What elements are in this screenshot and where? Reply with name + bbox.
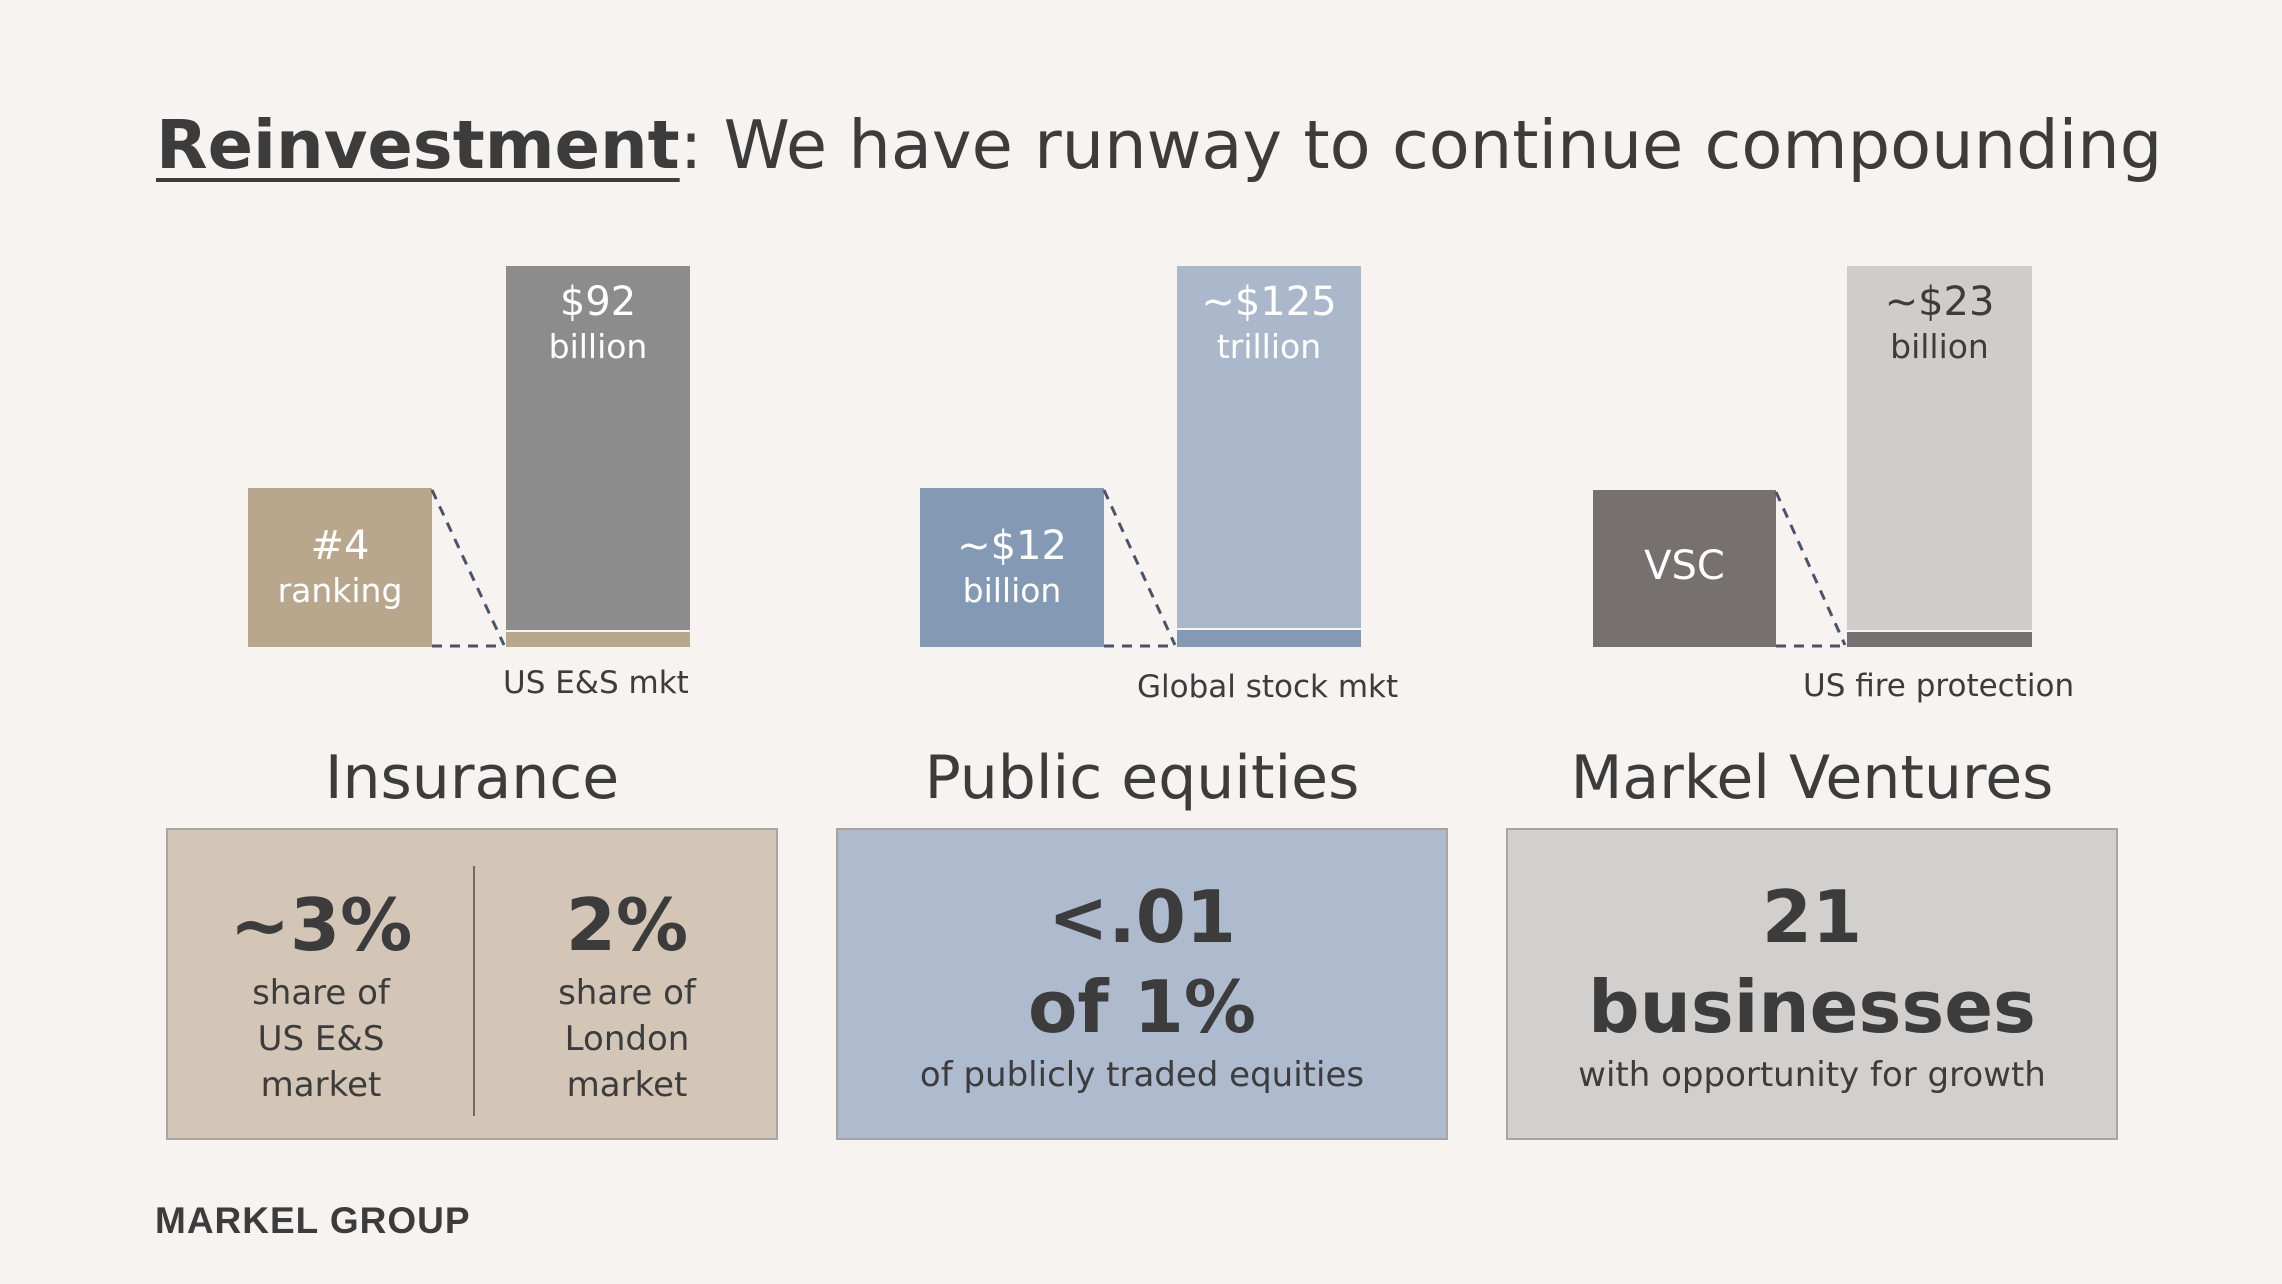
markel-group-logo: MARKEL GROUP xyxy=(155,1200,471,1241)
insurance-share-sliver xyxy=(506,632,690,647)
slide-title-bold: Reinvestment xyxy=(156,106,680,184)
insurance-small-unit: ranking xyxy=(277,571,403,610)
equities-small-block: ~$12 billion xyxy=(920,488,1104,647)
equities-stat-box: <.01 of 1% of publicly traded equities xyxy=(836,828,1448,1140)
ventures-small-block: VSC xyxy=(1593,490,1776,647)
insurance-stat-left-line1: share of xyxy=(252,973,390,1013)
equities-stat-desc: of publicly traded equities xyxy=(919,1055,1365,1095)
equities-bar-unit: trillion xyxy=(1216,327,1322,366)
insurance-stat-left-line3: market xyxy=(260,1065,382,1105)
equities-small-unit: billion xyxy=(962,571,1062,610)
insurance-small-block: #4 ranking xyxy=(248,488,432,647)
insurance-stat-right-line3: market xyxy=(566,1065,688,1105)
equities-market-bar: ~$125 trillion xyxy=(1177,266,1361,628)
ventures-segment-title: Markel Ventures xyxy=(1570,743,2054,813)
insurance-bar-value: $92 xyxy=(559,279,637,325)
equities-share-sliver xyxy=(1177,630,1361,647)
slide-title-rest: : We have runway to continue compounding xyxy=(679,106,2163,184)
ventures-market-bar: ~$23 billion xyxy=(1847,266,2032,630)
ventures-stat-line2: businesses xyxy=(1588,965,2036,1049)
insurance-small-value: #4 xyxy=(310,523,370,569)
ventures-bar-unit: billion xyxy=(1890,327,1989,366)
ventures-share-sliver xyxy=(1847,632,2032,647)
equities-stat-line2: of 1% xyxy=(1027,965,1257,1049)
insurance-stat-left-value: ~3% xyxy=(229,883,413,967)
insurance-market-bar: $92 billion xyxy=(506,266,690,630)
insurance-market-label: US E&S mkt xyxy=(503,665,689,701)
equities-stat-line1: <.01 xyxy=(1048,875,1236,959)
insurance-stat-left: ~3% share of US E&S market xyxy=(168,880,474,1108)
equities-segment-title: Public equities xyxy=(924,743,1360,813)
insurance-stat-right-value: 2% xyxy=(565,883,689,967)
equities-small-value: ~$12 xyxy=(957,523,1067,569)
ventures-stat-content: 21 businesses with opportunity for growt… xyxy=(1508,872,2116,1098)
equities-market-label: Global stock mkt xyxy=(1137,669,1399,705)
equities-stat-content: <.01 of 1% of publicly traded equities xyxy=(838,872,1446,1098)
slide-title: Reinvestment: We have runway to continue… xyxy=(156,100,2162,190)
insurance-stat-right-line1: share of xyxy=(558,973,696,1013)
ventures-stat-box: 21 businesses with opportunity for growt… xyxy=(1506,828,2118,1140)
insurance-stat-left-line2: US E&S xyxy=(257,1019,385,1059)
ventures-small-value: VSC xyxy=(1644,543,1725,589)
insurance-stat-right-line2: London xyxy=(564,1019,690,1059)
equities-bar-value: ~$125 xyxy=(1201,279,1337,325)
ventures-stat-desc: with opportunity for growth xyxy=(1578,1055,2046,1095)
ventures-market-label: US fire protection xyxy=(1803,668,2075,704)
insurance-stat-divider xyxy=(473,866,475,1116)
insurance-bar-unit: billion xyxy=(548,327,648,366)
ventures-bar-value: ~$23 xyxy=(1884,279,1995,325)
ventures-stat-line1: 21 xyxy=(1761,875,1863,959)
insurance-segment-title: Insurance xyxy=(324,743,620,813)
insurance-stat-box: ~3% share of US E&S market 2% share of L… xyxy=(166,828,778,1140)
insurance-stat-right: 2% share of London market xyxy=(474,880,780,1108)
